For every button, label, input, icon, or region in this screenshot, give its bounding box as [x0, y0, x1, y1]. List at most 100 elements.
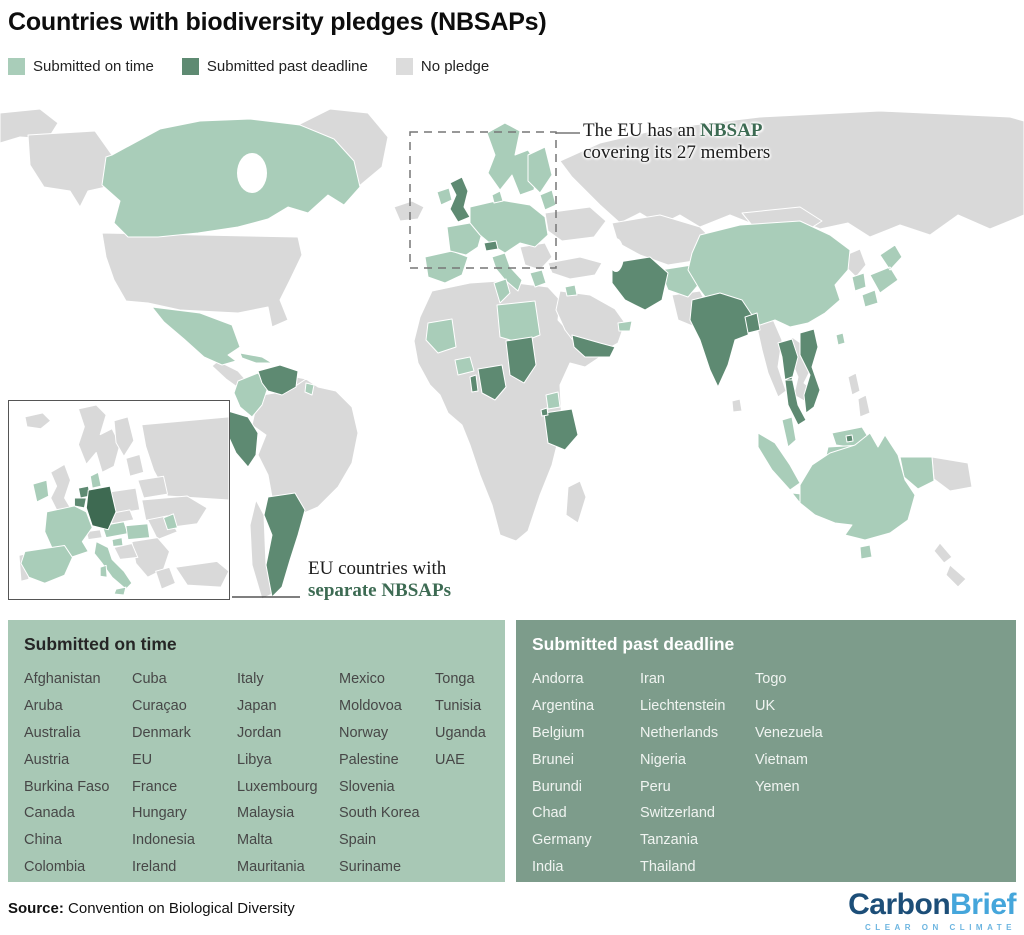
- country-label: Mauritania: [237, 859, 305, 876]
- country-label: Netherlands: [640, 724, 719, 741]
- eu-annotation-line1: The EU has an NBSAP: [583, 120, 763, 141]
- country-bangladesh: [744, 312, 761, 334]
- country-label: Yemen: [755, 778, 800, 795]
- past-deadline-columns: Andorra Argentina Belgium Brunei Burundi Chad…: [532, 666, 1016, 881]
- country-cuba: [239, 352, 273, 364]
- country-label: Spain: [339, 832, 377, 849]
- inset-turkey: [174, 560, 229, 588]
- country-switzerland: [483, 240, 499, 252]
- country-label: Brunei: [532, 751, 574, 768]
- inset-sicily: [113, 586, 127, 596]
- inset-switzerland: [85, 529, 103, 541]
- country-suriname: [304, 382, 315, 396]
- eu-annotation: The EU has an NBSAP covering its 27 memb…: [583, 120, 770, 165]
- list-column: Cuba Curaçao Denmark EU France Hungary Indones…: [132, 666, 237, 881]
- country-label: UK: [755, 697, 776, 714]
- country-burundi: [540, 407, 549, 417]
- country-label: Indonesia: [132, 832, 195, 849]
- inset-baltics: [125, 453, 145, 477]
- list-column: Tonga Tunisia Uganda UAE: [435, 666, 505, 881]
- country-japan: [861, 244, 903, 308]
- country-label: Andorra: [532, 671, 584, 687]
- country-ukraine: [544, 206, 607, 242]
- inset-italy: [93, 541, 133, 590]
- country-label: Liechtenstein: [640, 697, 726, 714]
- world-map: [0, 108, 1024, 600]
- country-venezuela: [257, 364, 299, 396]
- inset-scandinavia: [77, 404, 121, 473]
- inset-past-deadline: [73, 485, 117, 531]
- page-title: Countries with biodiversity pledges (NBS…: [8, 8, 547, 36]
- country-label: Cuba: [132, 671, 167, 687]
- country-usa: [101, 232, 303, 328]
- region-baltics: [539, 189, 557, 211]
- country-label: Malaysia: [237, 805, 295, 822]
- country-alaska: [27, 130, 113, 208]
- country-label: Vietnam: [755, 751, 808, 768]
- country-label: Suriname: [339, 859, 402, 876]
- hudson-bay: [237, 153, 267, 193]
- country-label: China: [24, 832, 62, 849]
- country-label: Iran: [640, 671, 665, 687]
- country-label: Togo: [755, 671, 787, 687]
- list-column: Italy Japan Jordan Libya Luxembourg Malaysia M…: [237, 666, 339, 881]
- country-label: Mexico: [339, 671, 385, 687]
- country-ireland: [436, 187, 453, 206]
- country-label: Jordan: [237, 724, 282, 741]
- country-label: Belgium: [532, 724, 585, 741]
- world-map-area: The EU has an NBSAP covering its 27 memb…: [0, 95, 1024, 615]
- inset-annotation-line2: separate NBSAPs: [308, 580, 452, 602]
- country-label: Ireland: [132, 859, 177, 876]
- country-label: Austria: [24, 751, 70, 768]
- inset-spain: [20, 545, 73, 584]
- inset-croatia: [113, 543, 139, 560]
- legend-item-on-time: Submitted on time: [8, 58, 154, 75]
- inset-ireland: [32, 479, 50, 503]
- country-label: Australia: [24, 724, 81, 741]
- country-denmark: [491, 190, 504, 204]
- inset-uk: [50, 463, 71, 515]
- black-sea: [557, 240, 583, 254]
- country-label: Tonga: [435, 671, 475, 687]
- legend-label: Submitted on time: [33, 58, 154, 75]
- country-canada: [101, 118, 361, 238]
- legend-label: Submitted past deadline: [206, 58, 368, 75]
- country-philippines: [847, 372, 871, 418]
- country-tasmania: [859, 544, 873, 560]
- country-italy: [491, 252, 523, 292]
- inset-denmark: [89, 471, 102, 489]
- past-deadline-list: Submitted past deadline Andorra Argentina…: [516, 620, 1016, 882]
- list-column: Togo UK Venezuela Vietnam Yemen: [755, 666, 865, 881]
- country-label: Luxembourg: [237, 778, 318, 795]
- country-finland: [527, 146, 553, 194]
- europe-inset-map: [8, 400, 230, 600]
- country-india: [689, 292, 753, 388]
- legend-item-past-deadline: Submitted past deadline: [181, 58, 368, 75]
- region-eu-central: [469, 199, 549, 254]
- country-new-zealand: [933, 542, 967, 588]
- country-label: Curaçao: [132, 697, 187, 714]
- list-column: Iran Liechtenstein Netherlands Nigeria Peru S…: [640, 666, 755, 881]
- country-label: Malta: [237, 832, 273, 849]
- country-sri-lanka: [731, 398, 743, 413]
- country-label: UAE: [435, 751, 465, 768]
- legend-swatch-on-time: [8, 58, 25, 75]
- inset-moldova: [163, 513, 178, 531]
- country-label: Palestine: [339, 751, 399, 768]
- country-label: Aruba: [24, 697, 63, 714]
- country-label: Peru: [640, 778, 671, 795]
- list-column: Mexico Moldovoa Norway Palestine Slovenia Sou…: [339, 666, 435, 881]
- country-papua-new-guinea: [931, 456, 973, 492]
- region-scandinavia: [486, 122, 539, 196]
- country-label: Argentina: [532, 697, 595, 714]
- country-label: Uganda: [435, 724, 486, 741]
- country-label: Burundi: [532, 778, 582, 795]
- inset-on-time: [20, 471, 178, 596]
- country-label: Germany: [532, 832, 592, 849]
- country-tanzania: [543, 408, 579, 451]
- country-iran: [611, 256, 669, 311]
- country-label: Thailand: [640, 859, 696, 876]
- list-column: Andorra Argentina Belgium Brunei Burundi Chad…: [532, 666, 640, 881]
- inset-slovenia: [111, 537, 124, 548]
